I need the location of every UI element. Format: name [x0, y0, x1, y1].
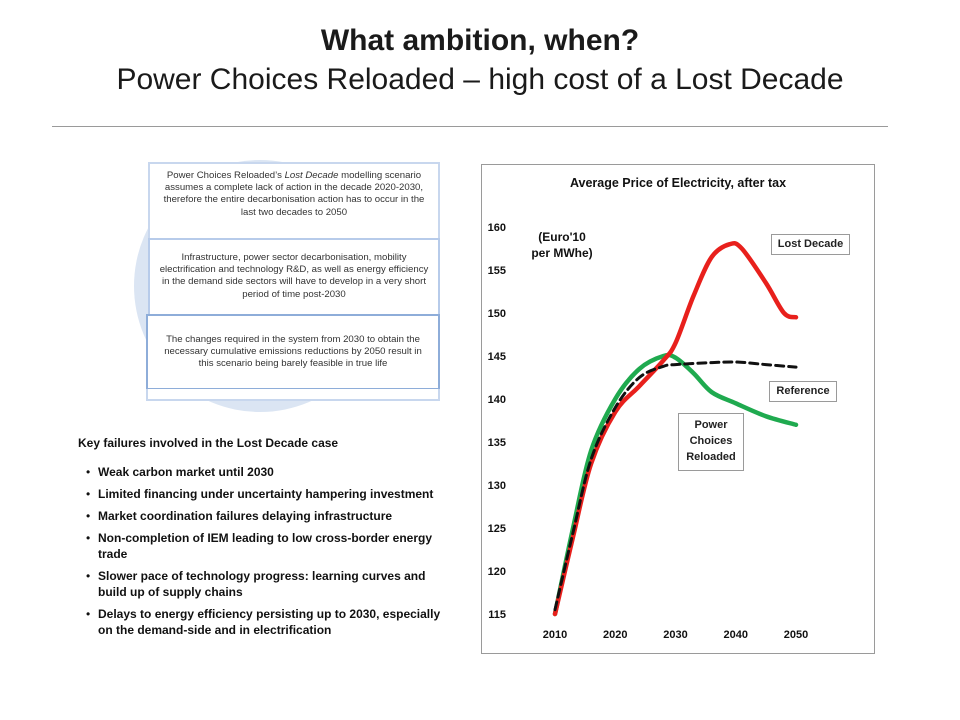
x-tick-label: 2040: [724, 629, 748, 641]
series-label-power-choices-reloaded: Power Choices Reloaded: [678, 413, 744, 471]
list-item: Limited financing under uncertainty hamp…: [78, 486, 448, 502]
slide-title-block: What ambition, when? Power Choices Reloa…: [0, 22, 960, 100]
y-tick-label: 130: [488, 480, 506, 492]
series-label-pcr-line-3: Reloaded: [686, 451, 736, 463]
y-tick-label: 115: [488, 609, 506, 621]
series-label-pcr-line-2: Choices: [689, 435, 733, 447]
series-line-reference: [553, 360, 798, 612]
series-lines: [552, 240, 799, 617]
feasibility-text: The changes required in the system from …: [164, 334, 422, 370]
scenario-assumption-text-2: modelling scenario assumes a complete la…: [163, 170, 425, 218]
y-tick-label: 145: [488, 351, 506, 363]
list-item: Weak carbon market until 2030: [78, 464, 448, 480]
box-stack-base: [146, 389, 440, 401]
chart-title: Average Price of Electricity, after tax: [569, 176, 787, 190]
slide-title: What ambition, when?: [320, 24, 640, 57]
list-item: Delays to energy efficiency persisting u…: [78, 606, 448, 638]
list-item: Non-completion of IEM leading to low cro…: [78, 530, 448, 562]
x-tick-label: 2050: [784, 629, 808, 641]
y-tick-label: 140: [488, 394, 506, 406]
y-tick-label: 160: [488, 222, 506, 234]
y-axis-unit-line-1: (Euro'10: [538, 230, 586, 244]
series-line-power-choices-reloaded: [552, 352, 799, 617]
y-tick-label: 125: [488, 523, 506, 535]
series-label-pcr-line-1: Power: [694, 419, 728, 431]
y-axis-unit-line-2: per MWhe): [531, 246, 593, 260]
y-axis-unit-label: (Euro'10 per MWhe): [520, 229, 604, 261]
title-divider: [52, 126, 888, 127]
y-axis-ticks: 115 120 125 130 135 140 145 150 155 160: [488, 222, 506, 621]
key-failures-section: Key failures involved in the Lost Decade…: [78, 436, 448, 644]
x-axis-ticks: 2010 2020 2030 2040 2050: [543, 629, 808, 641]
series-label-reference: Reference: [769, 381, 837, 402]
list-item: Market coordination failures delaying in…: [78, 508, 448, 524]
y-tick-label: 135: [488, 437, 506, 449]
slide-subtitle: Power Choices Reloaded – high cost of a …: [116, 63, 844, 96]
series-label-lost-decade: Lost Decade: [771, 234, 850, 255]
scenario-assumption-emphasis: Lost Decade: [284, 170, 339, 181]
x-tick-label: 2030: [663, 629, 687, 641]
y-tick-label: 120: [488, 566, 506, 578]
y-tick-label: 150: [488, 308, 506, 320]
x-tick-label: 2020: [603, 629, 627, 641]
rapid-development-text: Infrastructure, power sector decarbonisa…: [159, 252, 429, 300]
scenario-assumption-box: Power Choices Reloaded’s Lost Decade mod…: [148, 162, 440, 240]
y-tick-label: 155: [488, 265, 506, 277]
rapid-development-box: Infrastructure, power sector decarbonisa…: [148, 238, 440, 316]
x-tick-label: 2010: [543, 629, 567, 641]
scenario-assumption-text-1: Power Choices Reloaded’s: [166, 170, 285, 181]
key-failures-title: Key failures involved in the Lost Decade…: [78, 436, 339, 450]
key-failures-list: Weak carbon market until 2030 Limited fi…: [78, 464, 448, 638]
list-item: Slower pace of technology progress: lear…: [78, 568, 448, 600]
series-line-lost-decade: [552, 240, 799, 617]
